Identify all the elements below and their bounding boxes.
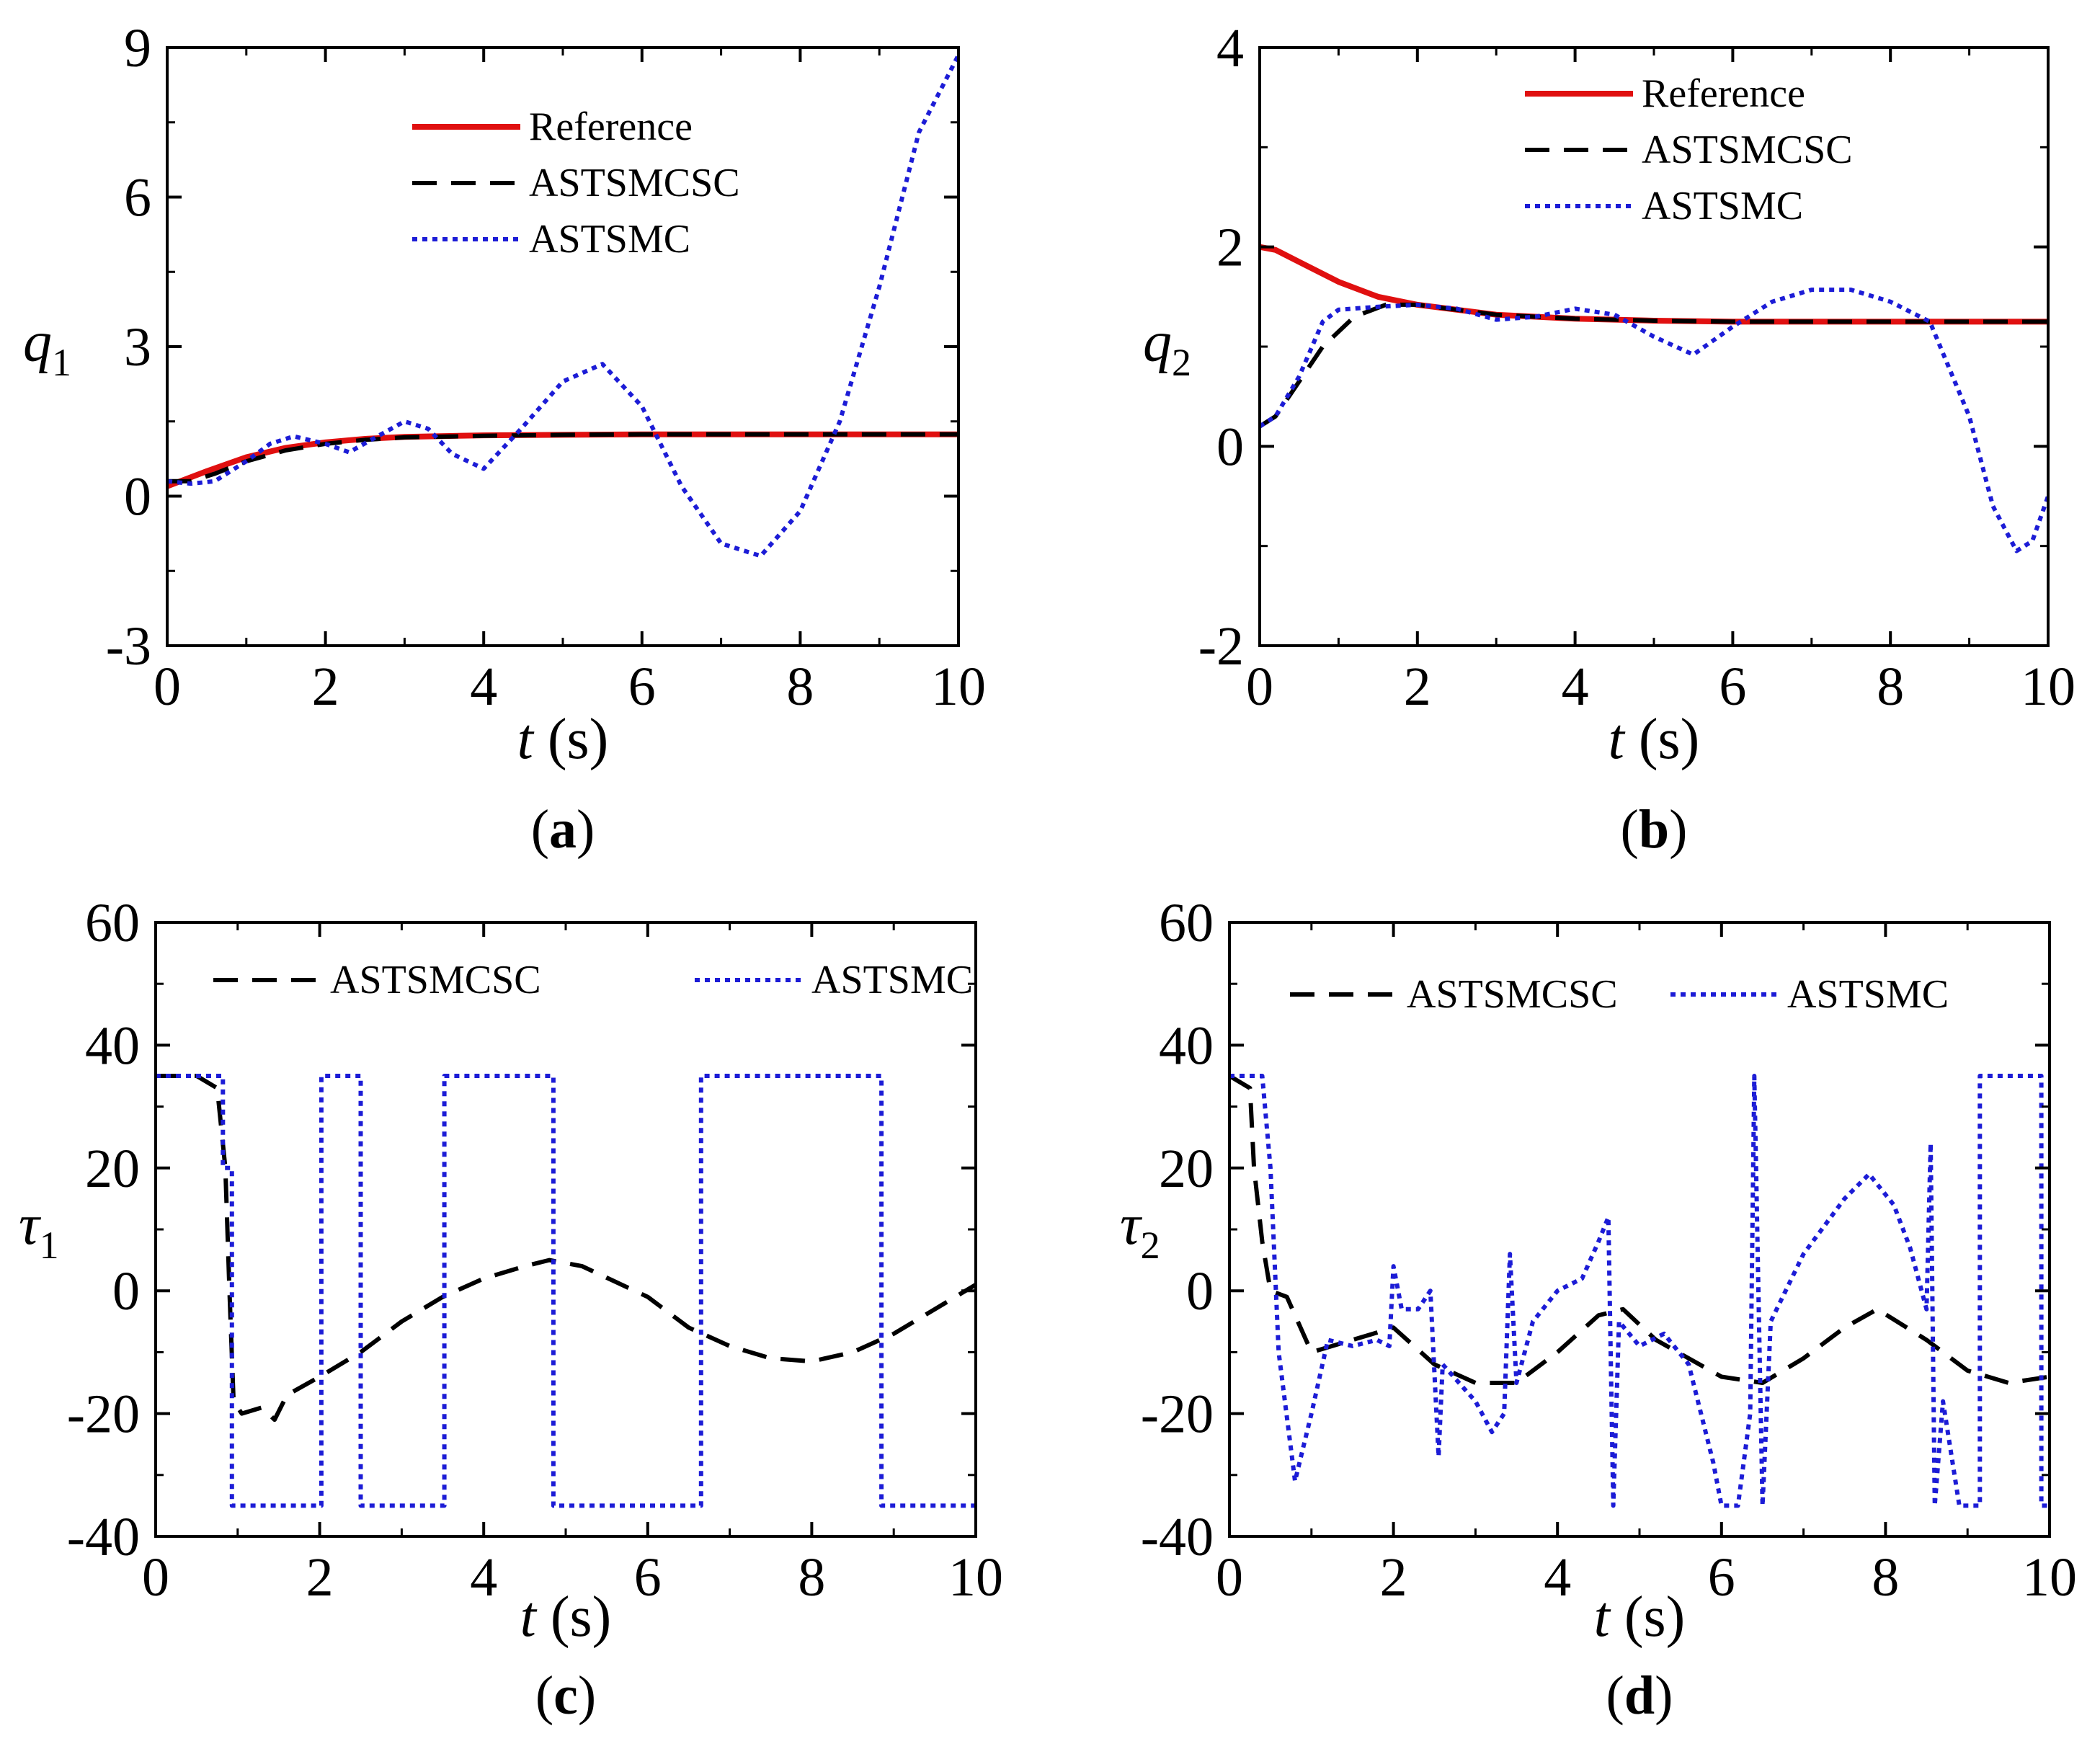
x-axis-label: t (s)	[1594, 1585, 1686, 1649]
series-astsmc-line	[1229, 1074, 2050, 1508]
x-tick-label: 10	[2022, 1547, 2077, 1608]
x-tick-label: 2	[306, 1547, 334, 1608]
x-tick-label: 0	[1246, 656, 1273, 717]
x-tick-label: 8	[798, 1547, 825, 1608]
x-axis-label: t (s)	[517, 708, 609, 771]
y-tick-label: 2	[1216, 218, 1244, 278]
y-tick-label: -40	[1141, 1507, 1214, 1567]
y-axis-label: τ2	[1120, 1193, 1160, 1267]
x-tick-label: 6	[1719, 656, 1746, 717]
legend-label-astsmc: ASTSMC	[1642, 184, 1803, 228]
y-axis-label: q2	[1143, 311, 1191, 384]
y-tick-label: 6	[124, 168, 151, 228]
y-tick-label: 20	[1159, 1139, 1214, 1199]
legend: ASTSMCSC ASTSMC	[213, 958, 973, 1002]
panel-caption: (b)	[1621, 799, 1688, 860]
x-tick-label: 4	[470, 656, 497, 717]
legend-label-astsmcsc: ASTSMCSC	[330, 958, 541, 1002]
y-tick-label: 0	[1186, 1261, 1214, 1322]
x-tick-label: 10	[948, 1547, 1003, 1608]
x-tick-label: 6	[628, 656, 656, 717]
series-reference-line	[1260, 244, 2048, 325]
x-tick-label: 8	[1872, 1547, 1899, 1608]
y-tick-label: 0	[112, 1261, 140, 1322]
y-tick-label: -20	[1141, 1384, 1214, 1445]
x-tick-label: 8	[1877, 656, 1904, 717]
x-tick-label: 6	[1708, 1547, 1735, 1608]
x-axis-label: t (s)	[1609, 708, 1700, 771]
legend-label-astsmc: ASTSMC	[529, 217, 690, 262]
legend: Reference ASTSMCSC ASTSMC	[1525, 71, 1853, 228]
x-tick-label: 10	[931, 656, 986, 717]
x-tick-label: 2	[312, 656, 339, 717]
x-tick-label: 6	[634, 1547, 662, 1608]
panel-caption: (c)	[535, 1665, 596, 1726]
series-astsmcsc-line	[1260, 302, 2048, 429]
series-astsmcsc-line	[167, 432, 958, 484]
x-tick-label: 8	[786, 656, 814, 717]
x-tick-label: 2	[1380, 1547, 1407, 1608]
y-tick-label: -2	[1198, 616, 1244, 677]
y-tick-label: 3	[124, 317, 151, 378]
series-astsmc-line	[167, 54, 958, 558]
legend-label-astsmc: ASTSMC	[811, 958, 973, 1002]
y-tick-label: 20	[85, 1139, 140, 1199]
y-tick-label: -40	[67, 1507, 140, 1567]
legend: Reference ASTSMCSC ASTSMC	[412, 104, 740, 262]
series-astsmc-line	[1260, 288, 2048, 553]
panel-caption: (d)	[1606, 1665, 1673, 1726]
series-astsmcsc-line	[1229, 1074, 2050, 1385]
y-tick-label: 0	[1216, 417, 1244, 477]
x-tick-label: 0	[1216, 1547, 1243, 1608]
series-astsmc-line	[156, 1074, 976, 1508]
y-tick-label: 4	[1216, 18, 1244, 79]
x-tick-label: 0	[142, 1547, 169, 1608]
series-astsmcsc-line	[156, 1074, 976, 1423]
legend-label-reference: Reference	[529, 104, 693, 149]
x-tick-label: 4	[470, 1547, 497, 1608]
y-axis-label: τ1	[19, 1193, 59, 1267]
y-tick-label: 40	[85, 1015, 140, 1076]
y-tick-label: 60	[85, 893, 140, 953]
x-axis-label: t (s)	[520, 1585, 612, 1649]
panel-caption: (a)	[531, 799, 595, 860]
y-tick-label: 0	[124, 467, 151, 527]
series-reference-line	[167, 431, 958, 489]
x-tick-label: 4	[1562, 656, 1589, 717]
legend-label-astsmcsc: ASTSMCSC	[1407, 972, 1618, 1017]
x-tick-label: 4	[1544, 1547, 1571, 1608]
legend-label-astsmc: ASTSMC	[1787, 972, 1949, 1017]
legend-label-astsmcsc: ASTSMCSC	[1642, 128, 1853, 172]
x-tick-label: 10	[2021, 656, 2075, 717]
y-tick-label: 40	[1159, 1015, 1214, 1076]
x-tick-label: 2	[1404, 656, 1431, 717]
y-axis-label: q1	[23, 311, 71, 384]
x-tick-label: 0	[154, 656, 181, 717]
y-tick-label: 9	[124, 18, 151, 79]
legend-label-reference: Reference	[1642, 71, 1805, 116]
y-tick-label: -3	[106, 616, 151, 677]
plot-frame	[154, 921, 977, 1538]
legend: ASTSMCSC ASTSMC	[1290, 972, 1949, 1017]
y-tick-label: -20	[67, 1384, 140, 1445]
y-tick-label: 60	[1159, 893, 1214, 953]
legend-label-astsmcsc: ASTSMCSC	[529, 161, 740, 205]
